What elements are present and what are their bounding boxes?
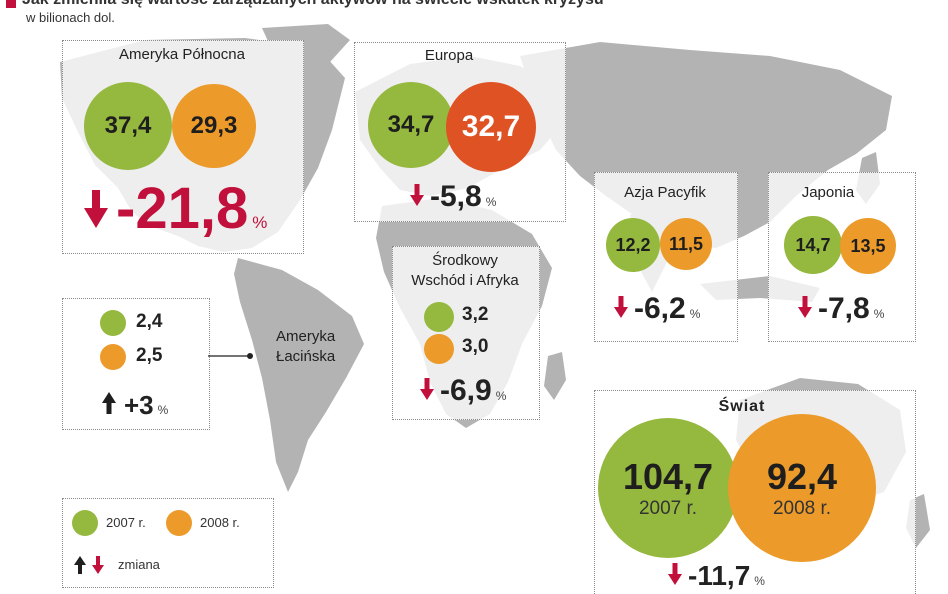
down-arrow-icon <box>410 184 424 206</box>
change-value: -6,9 <box>440 374 492 407</box>
up-arrow-icon <box>102 392 116 414</box>
down-arrow-icon <box>798 296 812 318</box>
region-label-europe: Europa <box>424 47 474 64</box>
bubble-japan-2008: 13,5 <box>840 218 896 274</box>
region-label-north-america: Ameryka Północna <box>119 46 245 63</box>
down-arrow-icon <box>84 190 108 228</box>
region-label-latam-line2: Łacińska <box>276 348 336 365</box>
legend-2008-label: 2008 r. <box>200 515 240 530</box>
value-latam-2008: 2,5 <box>136 345 163 366</box>
bubble-japan-2007: 14,7 <box>784 216 842 274</box>
map-madagascar <box>544 352 566 400</box>
world-2008-year: 2008 r. <box>772 498 832 519</box>
legend-2007-label: 2007 r. <box>106 515 146 530</box>
percent-sign: % <box>252 213 268 232</box>
region-box-mideast-africa <box>392 246 540 420</box>
bubble-latam-2007 <box>100 310 126 336</box>
chart-subtitle: w bilionach dol. <box>26 10 115 25</box>
change-japan: -7,8 % <box>798 292 884 326</box>
world-2007-year: 2007 r. <box>638 498 698 519</box>
bubble-mideast-2008 <box>424 334 454 364</box>
value-latam-2007: 2,4 <box>136 311 163 332</box>
change-mideast: -6,9 % <box>420 374 506 408</box>
value-mideast-2007: 3,2 <box>462 304 489 325</box>
bubble-europe-2008: 32,7 <box>446 82 536 172</box>
percent-sign: % <box>689 307 701 321</box>
chart-title: Jak zmieniła się wartość zarządzanych ak… <box>22 0 604 9</box>
region-label-asia-pacific: Azja Pacyfik <box>624 184 706 201</box>
map-south-america <box>234 258 364 492</box>
change-value: +3 <box>124 390 154 420</box>
region-box-latin-america <box>62 298 210 430</box>
region-label-mideast-line2: Wschód i Afryka <box>411 272 519 289</box>
world-2008-value: 92,4 <box>766 456 838 497</box>
region-label-japan: Japonia <box>801 184 855 201</box>
down-arrow-icon <box>420 378 434 400</box>
percent-sign: % <box>873 307 885 321</box>
change-value: -6,2 <box>634 292 686 325</box>
bubble-north-america-2008: 29,3 <box>172 84 256 168</box>
percent-sign: % <box>754 574 765 588</box>
value-mideast-2008: 3,0 <box>462 336 489 357</box>
world-2007-value: 104,7 <box>622 456 714 497</box>
bubble-asia-2007: 12,2 <box>606 218 660 272</box>
region-label-world: Świat <box>718 398 766 415</box>
bubble-world-2008: 92,4 2008 r. <box>728 414 876 562</box>
down-arrow-icon <box>614 296 628 318</box>
bubble-latam-2008 <box>100 344 126 370</box>
bubble-world-2007: 104,7 2007 r. <box>598 418 738 558</box>
change-value: -21,8 <box>116 176 249 241</box>
bubble-mideast-2007 <box>424 302 454 332</box>
title-marker <box>6 0 16 8</box>
legend-change-label: zmiana <box>118 557 160 572</box>
change-value: -5,8 <box>430 180 482 213</box>
change-latin-america: +3 % <box>102 390 168 421</box>
region-label-mideast-line1: Środkowy <box>432 252 498 269</box>
percent-sign: % <box>495 389 507 403</box>
legend-down-arrow-icon <box>92 556 104 579</box>
legend-up-arrow-icon <box>74 556 86 579</box>
legend-2008-swatch <box>166 510 192 536</box>
down-arrow-icon <box>668 563 682 585</box>
change-value: -7,8 <box>818 292 870 325</box>
percent-sign: % <box>485 195 497 209</box>
change-asia-pacific: -6,2 % <box>614 292 700 326</box>
change-north-america: -21,8 % <box>84 176 268 241</box>
legend-2007-swatch <box>72 510 98 536</box>
bubble-north-america-2007: 37,4 <box>84 82 172 170</box>
change-value: -11,7 <box>688 560 751 591</box>
change-world: -11,7 % <box>668 560 765 592</box>
region-label-latam-line1: Ameryka <box>276 328 336 345</box>
percent-sign: % <box>157 403 169 417</box>
bubble-europe-2007: 34,7 <box>368 82 454 168</box>
change-europe: -5,8 % <box>410 180 496 214</box>
bubble-asia-2008: 11,5 <box>660 218 712 270</box>
